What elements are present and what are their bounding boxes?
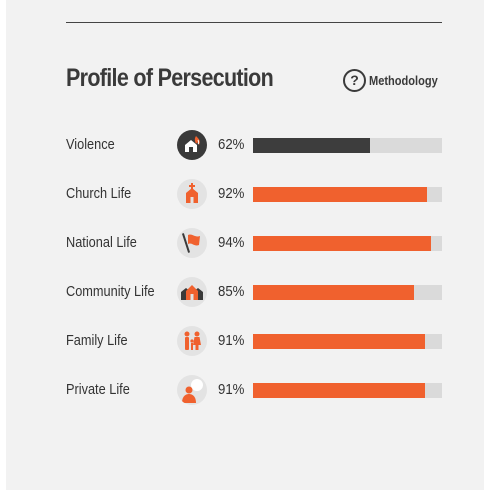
row-label: Violence bbox=[66, 136, 115, 153]
row-bar-fill bbox=[253, 334, 425, 349]
row-bar-fill bbox=[253, 236, 431, 251]
profile-row-church-life: Church Life 92% bbox=[6, 179, 484, 209]
row-bar-track bbox=[253, 187, 442, 202]
row-bar-track bbox=[253, 236, 442, 251]
private-person-icon bbox=[177, 375, 207, 405]
top-divider bbox=[66, 22, 442, 23]
question-circle-icon: ? bbox=[343, 68, 366, 92]
row-percent: 91% bbox=[218, 381, 245, 398]
row-label: Private Life bbox=[66, 381, 130, 398]
flag-icon bbox=[177, 228, 207, 258]
family-icon bbox=[177, 326, 207, 356]
row-label: National Life bbox=[66, 234, 137, 251]
profile-row-community-life: Community Life 85% bbox=[6, 277, 484, 307]
row-label: Community Life bbox=[66, 283, 155, 300]
row-label: Church Life bbox=[66, 185, 132, 202]
page-title: Profile of Persecution bbox=[66, 64, 274, 92]
violence-icon bbox=[177, 130, 207, 160]
row-bar-track bbox=[253, 334, 442, 349]
row-bar-fill bbox=[253, 285, 414, 300]
community-icon bbox=[177, 277, 207, 307]
row-bar-track bbox=[253, 138, 442, 153]
profile-row-private-life: Private Life 91% bbox=[6, 375, 484, 405]
row-bar-track bbox=[253, 383, 442, 398]
profile-row-national-life: National Life 94% bbox=[6, 228, 484, 258]
row-percent: 92% bbox=[218, 185, 245, 202]
row-bar-fill bbox=[253, 383, 425, 398]
row-bar-fill bbox=[253, 187, 427, 202]
row-percent: 85% bbox=[218, 283, 245, 300]
profile-row-family-life: Family Life 91% bbox=[6, 326, 484, 356]
methodology-link[interactable]: ? Methodology bbox=[343, 68, 450, 92]
profile-row-violence: Violence 62% bbox=[6, 130, 484, 160]
row-bar-track bbox=[253, 285, 442, 300]
row-percent: 62% bbox=[218, 136, 245, 153]
row-percent: 91% bbox=[218, 332, 245, 349]
row-percent: 94% bbox=[218, 234, 245, 251]
methodology-label: Methodology bbox=[369, 72, 438, 88]
row-label: Family Life bbox=[66, 332, 128, 349]
persecution-profile-panel: Profile of Persecution ? Methodology Vio… bbox=[6, 0, 484, 490]
church-icon bbox=[177, 179, 207, 209]
row-bar-fill bbox=[253, 138, 371, 153]
